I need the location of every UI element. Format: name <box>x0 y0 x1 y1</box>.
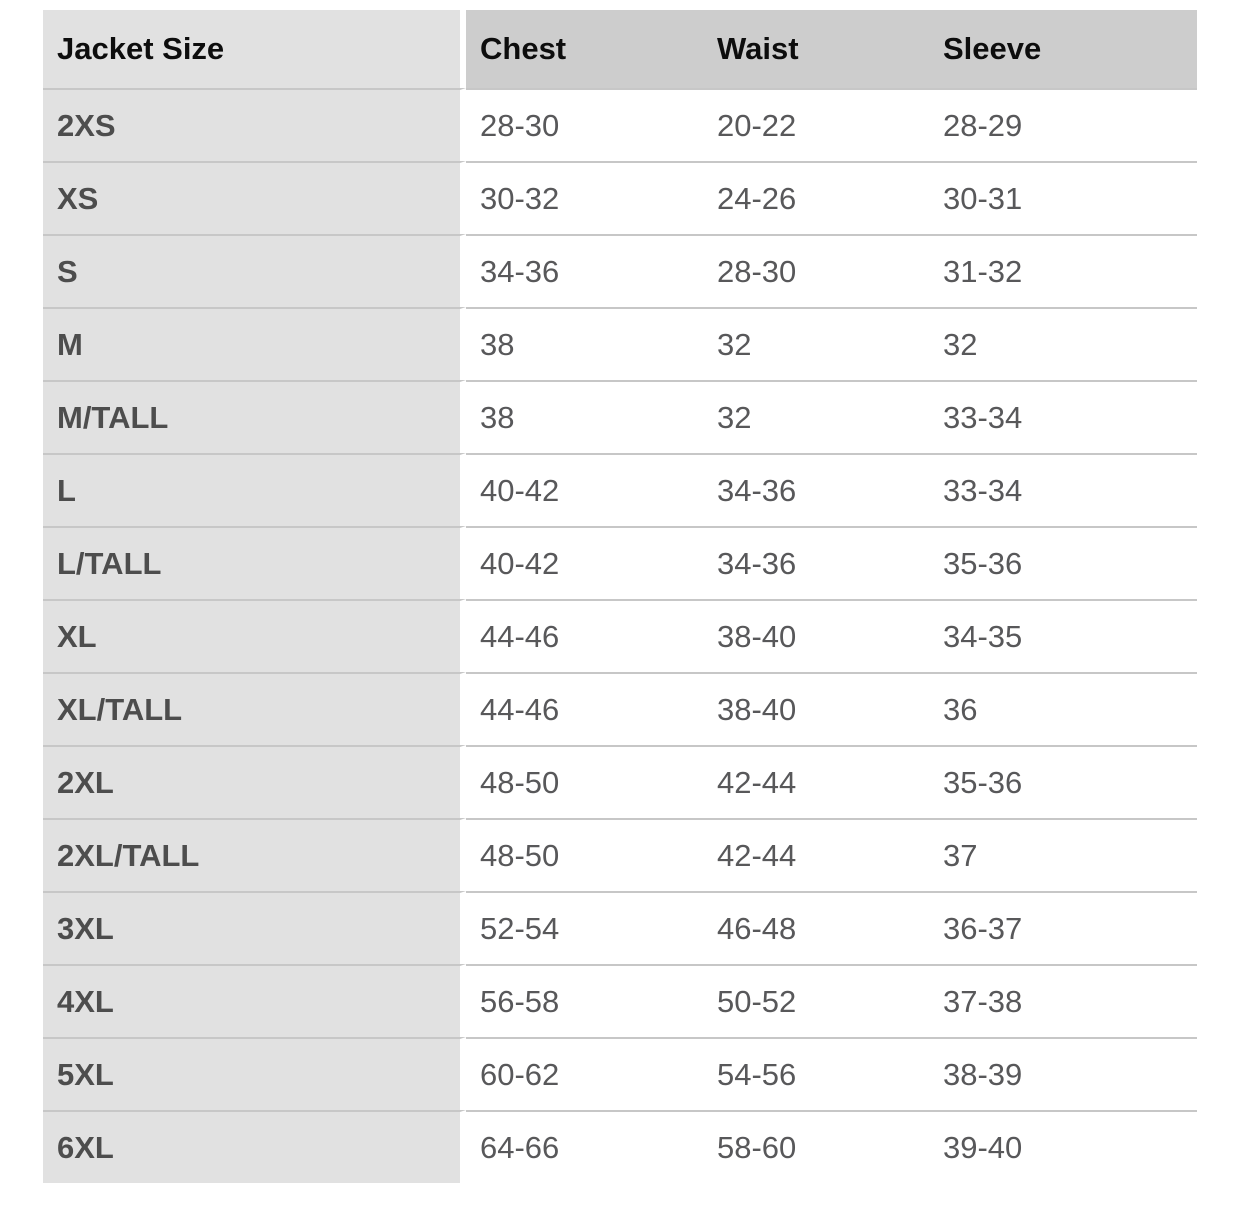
waist-cell: 34-36 <box>703 526 929 599</box>
chest-cell: 48-50 <box>466 745 703 818</box>
size-cell: L <box>43 453 466 526</box>
size-cell: XS <box>43 161 466 234</box>
size-cell: 2XS <box>43 88 466 161</box>
table-row: XL/TALL 44-46 38-40 36 <box>43 672 1197 745</box>
size-cell: M/TALL <box>43 380 466 453</box>
sleeve-cell: 38-39 <box>929 1037 1197 1110</box>
chest-cell: 60-62 <box>466 1037 703 1110</box>
waist-cell: 32 <box>703 380 929 453</box>
chest-cell: 44-46 <box>466 599 703 672</box>
waist-cell: 50-52 <box>703 964 929 1037</box>
header-row: Jacket Size Chest Waist Sleeve <box>43 10 1197 88</box>
chest-cell: 48-50 <box>466 818 703 891</box>
waist-cell: 38-40 <box>703 672 929 745</box>
table-row: M/TALL 38 32 33-34 <box>43 380 1197 453</box>
waist-cell: 24-26 <box>703 161 929 234</box>
chest-cell: 38 <box>466 307 703 380</box>
waist-cell: 42-44 <box>703 818 929 891</box>
sleeve-cell: 37 <box>929 818 1197 891</box>
size-cell: 5XL <box>43 1037 466 1110</box>
chest-cell: 52-54 <box>466 891 703 964</box>
waist-cell: 28-30 <box>703 234 929 307</box>
sleeve-cell: 35-36 <box>929 745 1197 818</box>
sleeve-cell: 31-32 <box>929 234 1197 307</box>
waist-cell: 38-40 <box>703 599 929 672</box>
chest-cell: 40-42 <box>466 526 703 599</box>
waist-cell: 20-22 <box>703 88 929 161</box>
chest-cell: 56-58 <box>466 964 703 1037</box>
sleeve-cell: 37-38 <box>929 964 1197 1037</box>
sleeve-cell: 30-31 <box>929 161 1197 234</box>
sleeve-cell: 33-34 <box>929 453 1197 526</box>
size-cell: XL/TALL <box>43 672 466 745</box>
table-row: XL 44-46 38-40 34-35 <box>43 599 1197 672</box>
sleeve-cell: 39-40 <box>929 1110 1197 1183</box>
waist-cell: 58-60 <box>703 1110 929 1183</box>
size-cell: 6XL <box>43 1110 466 1183</box>
table-row: 2XL 48-50 42-44 35-36 <box>43 745 1197 818</box>
size-cell: S <box>43 234 466 307</box>
table-row: L 40-42 34-36 33-34 <box>43 453 1197 526</box>
table-row: 3XL 52-54 46-48 36-37 <box>43 891 1197 964</box>
size-cell: M <box>43 307 466 380</box>
waist-cell: 34-36 <box>703 453 929 526</box>
size-cell: 2XL <box>43 745 466 818</box>
sleeve-cell: 33-34 <box>929 380 1197 453</box>
table-body: 2XS 28-30 20-22 28-29 XS 30-32 24-26 30-… <box>43 88 1197 1183</box>
column-header-sleeve: Sleeve <box>929 10 1197 88</box>
sleeve-cell: 36-37 <box>929 891 1197 964</box>
size-cell: 4XL <box>43 964 466 1037</box>
column-header-jacket-size: Jacket Size <box>43 10 466 88</box>
column-header-waist: Waist <box>703 10 929 88</box>
sleeve-cell: 32 <box>929 307 1197 380</box>
sleeve-cell: 34-35 <box>929 599 1197 672</box>
waist-cell: 42-44 <box>703 745 929 818</box>
size-chart-table: Jacket Size Chest Waist Sleeve 2XS 28-30… <box>43 10 1197 1183</box>
chest-cell: 28-30 <box>466 88 703 161</box>
size-cell: 3XL <box>43 891 466 964</box>
table-row: M 38 32 32 <box>43 307 1197 380</box>
sleeve-cell: 28-29 <box>929 88 1197 161</box>
chest-cell: 38 <box>466 380 703 453</box>
chest-cell: 40-42 <box>466 453 703 526</box>
size-cell: XL <box>43 599 466 672</box>
table-row: 6XL 64-66 58-60 39-40 <box>43 1110 1197 1183</box>
table-row: L/TALL 40-42 34-36 35-36 <box>43 526 1197 599</box>
chest-cell: 34-36 <box>466 234 703 307</box>
table-row: XS 30-32 24-26 30-31 <box>43 161 1197 234</box>
table-row: 5XL 60-62 54-56 38-39 <box>43 1037 1197 1110</box>
sleeve-cell: 35-36 <box>929 526 1197 599</box>
chest-cell: 30-32 <box>466 161 703 234</box>
waist-cell: 32 <box>703 307 929 380</box>
table-row: S 34-36 28-30 31-32 <box>43 234 1197 307</box>
chest-cell: 64-66 <box>466 1110 703 1183</box>
table-row: 4XL 56-58 50-52 37-38 <box>43 964 1197 1037</box>
table-row: 2XS 28-30 20-22 28-29 <box>43 88 1197 161</box>
sleeve-cell: 36 <box>929 672 1197 745</box>
size-cell: 2XL/TALL <box>43 818 466 891</box>
column-header-chest: Chest <box>466 10 703 88</box>
size-cell: L/TALL <box>43 526 466 599</box>
chest-cell: 44-46 <box>466 672 703 745</box>
table-row: 2XL/TALL 48-50 42-44 37 <box>43 818 1197 891</box>
waist-cell: 46-48 <box>703 891 929 964</box>
waist-cell: 54-56 <box>703 1037 929 1110</box>
